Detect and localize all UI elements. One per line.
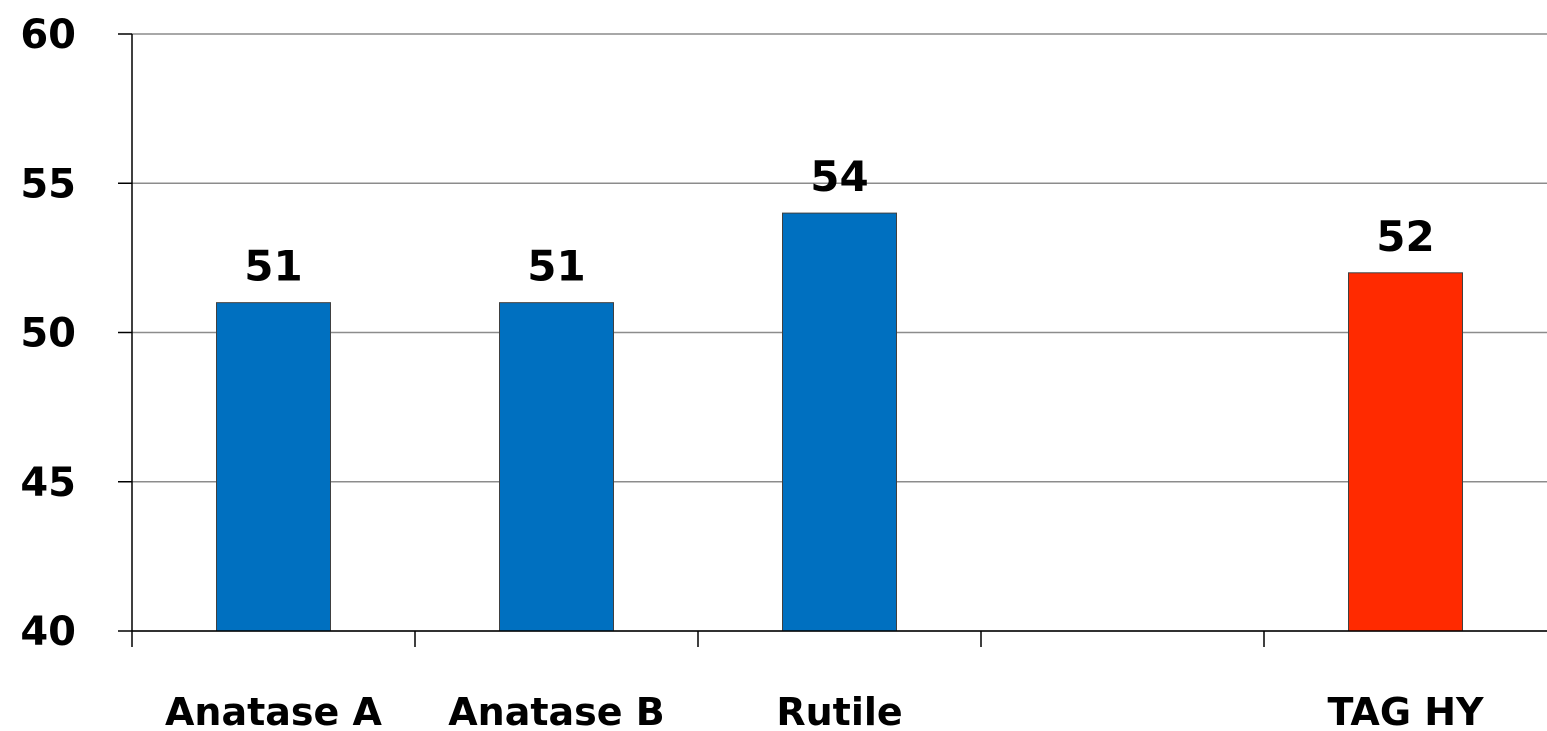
y-tick-label: 50 xyxy=(20,311,76,357)
y-tick-label: 45 xyxy=(20,460,76,506)
data-label: 51 xyxy=(527,242,585,291)
bar-tag-hy xyxy=(1348,272,1463,632)
bars xyxy=(216,212,1463,632)
y-tick-label: 55 xyxy=(20,161,76,207)
x-category-label: TAG HY xyxy=(1327,690,1484,731)
axes xyxy=(118,33,1547,647)
bar-anatase-a xyxy=(216,302,331,632)
x-category-label: Rutile xyxy=(776,690,902,731)
y-tick-label: 40 xyxy=(20,609,76,655)
labels: 40 45 50 55 60 51 Anatase A 51 Anatase B 54 Rutile… xyxy=(20,12,1484,731)
x-category-label: Anatase B xyxy=(448,690,665,731)
bar-anatase-b xyxy=(499,302,614,632)
y-tick-label: 60 xyxy=(20,12,76,58)
data-label: 52 xyxy=(1376,212,1434,261)
data-label: 54 xyxy=(810,152,868,201)
data-label: 51 xyxy=(244,242,302,291)
bar-rutile xyxy=(782,212,897,632)
x-category-label: Anatase A xyxy=(165,690,383,731)
